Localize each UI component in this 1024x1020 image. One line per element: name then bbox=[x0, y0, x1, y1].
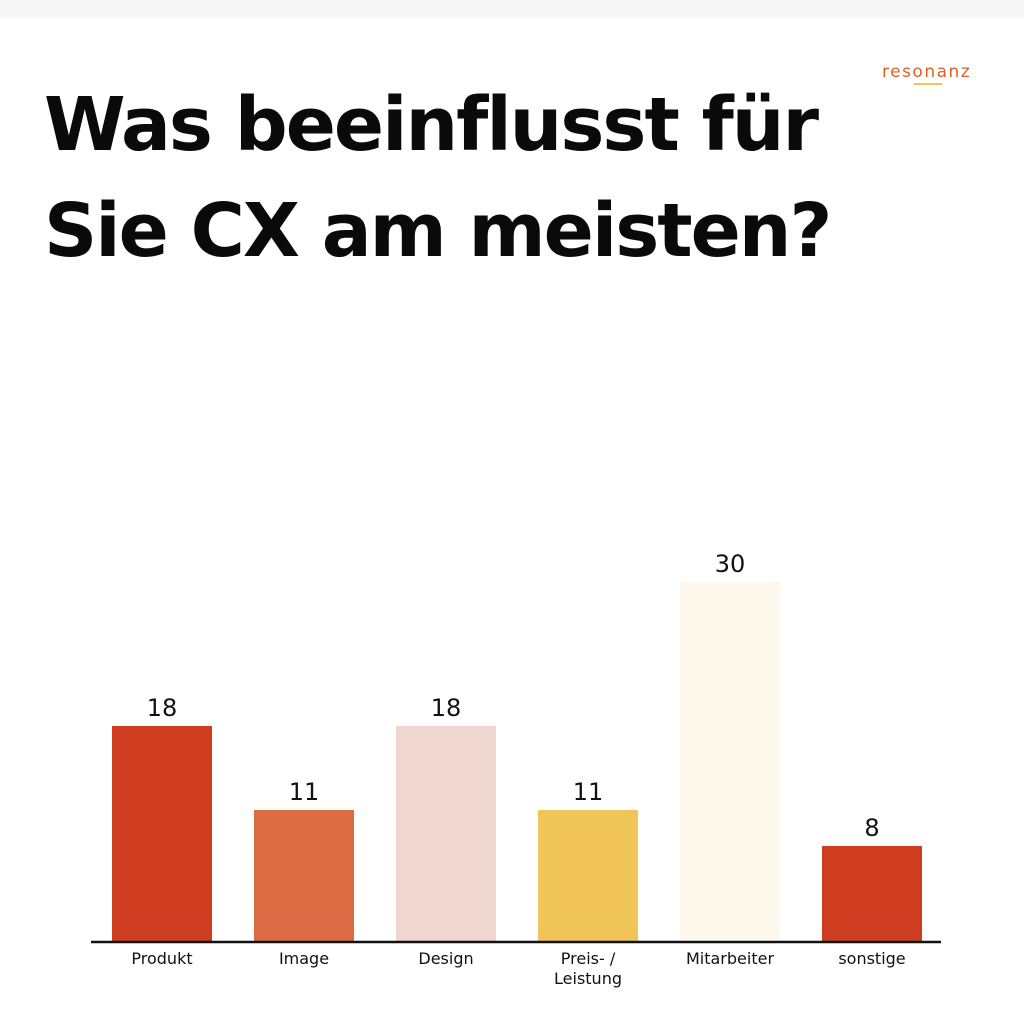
data-label: 18 bbox=[147, 694, 178, 722]
brand-logo: resonanz bbox=[882, 62, 972, 82]
tick-label: Image bbox=[279, 949, 329, 968]
bar bbox=[680, 582, 780, 942]
bar bbox=[112, 726, 212, 942]
bar bbox=[396, 726, 496, 942]
bar bbox=[538, 810, 638, 942]
data-label: 11 bbox=[289, 778, 320, 806]
data-label: 11 bbox=[573, 778, 604, 806]
data-label: 30 bbox=[715, 550, 746, 578]
data-label: 18 bbox=[431, 694, 462, 722]
tick-label: Mitarbeiter bbox=[686, 949, 774, 968]
tick-label: sonstige bbox=[838, 949, 905, 968]
bar bbox=[254, 810, 354, 942]
logo-accent-line bbox=[914, 83, 942, 85]
tick-label: Design bbox=[418, 949, 473, 968]
chart-title: Was beeinflusst für Sie CX am meisten? bbox=[44, 82, 832, 274]
data-label: 8 bbox=[864, 814, 879, 842]
bar bbox=[822, 846, 922, 942]
tick-label: Leistung bbox=[554, 969, 622, 988]
top-strip bbox=[0, 0, 1024, 18]
tick-label: Produkt bbox=[131, 949, 192, 968]
tick-label: Preis- / bbox=[561, 949, 616, 968]
